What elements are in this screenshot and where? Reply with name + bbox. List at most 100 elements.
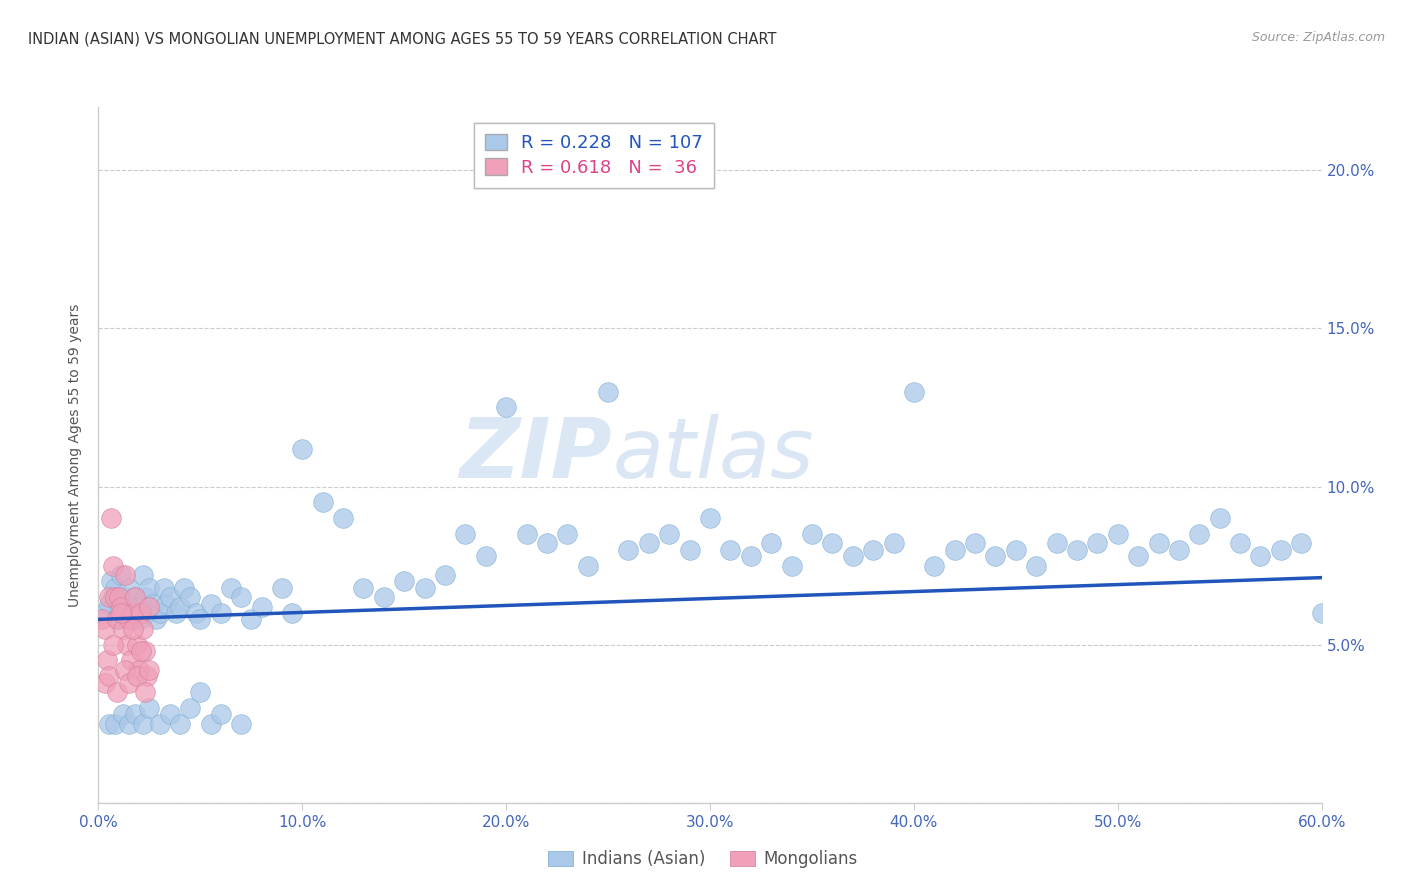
Point [270, 581, 294, 595]
Point [96, 653, 118, 667]
Point [699, 511, 721, 525]
Point [97, 669, 120, 683]
Point [1270, 542, 1292, 557]
Point [281, 606, 304, 620]
Point [138, 663, 160, 677]
Point [127, 638, 149, 652]
Point [165, 606, 187, 620]
Point [111, 622, 134, 636]
Point [173, 581, 195, 595]
Point [598, 384, 620, 399]
Point [122, 612, 145, 626]
Y-axis label: Unemployment Among Ages 55 to 59 years: Unemployment Among Ages 55 to 59 years [69, 303, 83, 607]
Point [136, 669, 159, 683]
Point [250, 599, 273, 614]
Point [169, 599, 191, 614]
Point [1147, 536, 1170, 550]
Point [179, 701, 201, 715]
Point [159, 591, 181, 605]
Point [124, 591, 146, 605]
Point [129, 644, 152, 658]
Point [114, 591, 136, 605]
Point [149, 606, 172, 620]
Point [679, 542, 702, 557]
Text: INDIAN (ASIAN) VS MONGOLIAN UNEMPLOYMENT AMONG AGES 55 TO 59 YEARS CORRELATION C: INDIAN (ASIAN) VS MONGOLIAN UNEMPLOYMENT… [28, 31, 776, 46]
Point [108, 591, 131, 605]
Point [638, 536, 661, 550]
Point [1128, 549, 1150, 563]
Point [965, 536, 987, 550]
Point [1229, 536, 1251, 550]
Point [883, 536, 905, 550]
Point [115, 597, 138, 611]
Point [145, 612, 167, 626]
Point [862, 542, 884, 557]
Point [129, 612, 152, 626]
Point [118, 675, 141, 690]
Point [111, 606, 134, 620]
Point [118, 716, 141, 731]
Point [93, 622, 115, 636]
Point [120, 653, 142, 667]
Point [142, 597, 165, 611]
Point [100, 574, 122, 589]
Point [104, 716, 127, 731]
Point [127, 669, 149, 683]
Point [132, 716, 155, 731]
Point [159, 707, 181, 722]
Point [118, 612, 141, 626]
Point [332, 511, 354, 525]
Point [291, 442, 314, 456]
Point [392, 574, 416, 589]
Point [138, 599, 160, 614]
Point [231, 716, 253, 731]
Point [434, 568, 457, 582]
Point [761, 536, 783, 550]
Point [104, 591, 127, 605]
Point [91, 612, 114, 626]
Point [312, 495, 335, 509]
Point [1249, 549, 1271, 563]
Point [108, 599, 131, 614]
Point [134, 685, 156, 699]
Point [100, 511, 122, 525]
Point [188, 612, 212, 626]
Point [105, 685, 128, 699]
Point [413, 581, 436, 595]
Point [134, 591, 156, 605]
Point [186, 606, 208, 620]
Point [104, 581, 127, 595]
Point [536, 536, 558, 550]
Point [134, 644, 156, 658]
Point [97, 597, 120, 611]
Point [841, 549, 863, 563]
Point [1085, 536, 1108, 550]
Point [720, 542, 742, 557]
Point [557, 527, 579, 541]
Point [1107, 527, 1129, 541]
Point [132, 622, 155, 636]
Point [474, 549, 498, 563]
Point [231, 591, 253, 605]
Point [516, 527, 538, 541]
Point [1291, 536, 1313, 550]
Point [105, 612, 128, 626]
Point [373, 591, 395, 605]
Point [179, 591, 201, 605]
Point [1209, 511, 1232, 525]
Point [740, 549, 762, 563]
Point [124, 707, 146, 722]
Point [110, 606, 132, 620]
Point [93, 675, 115, 690]
Point [110, 599, 132, 614]
Point [97, 591, 120, 605]
Point [200, 597, 222, 611]
Point [111, 707, 134, 722]
Point [129, 606, 152, 620]
Point [576, 558, 599, 573]
Point [1310, 606, 1333, 620]
Point [115, 638, 138, 652]
Point [209, 707, 232, 722]
Point [219, 581, 242, 595]
Point [1188, 527, 1211, 541]
